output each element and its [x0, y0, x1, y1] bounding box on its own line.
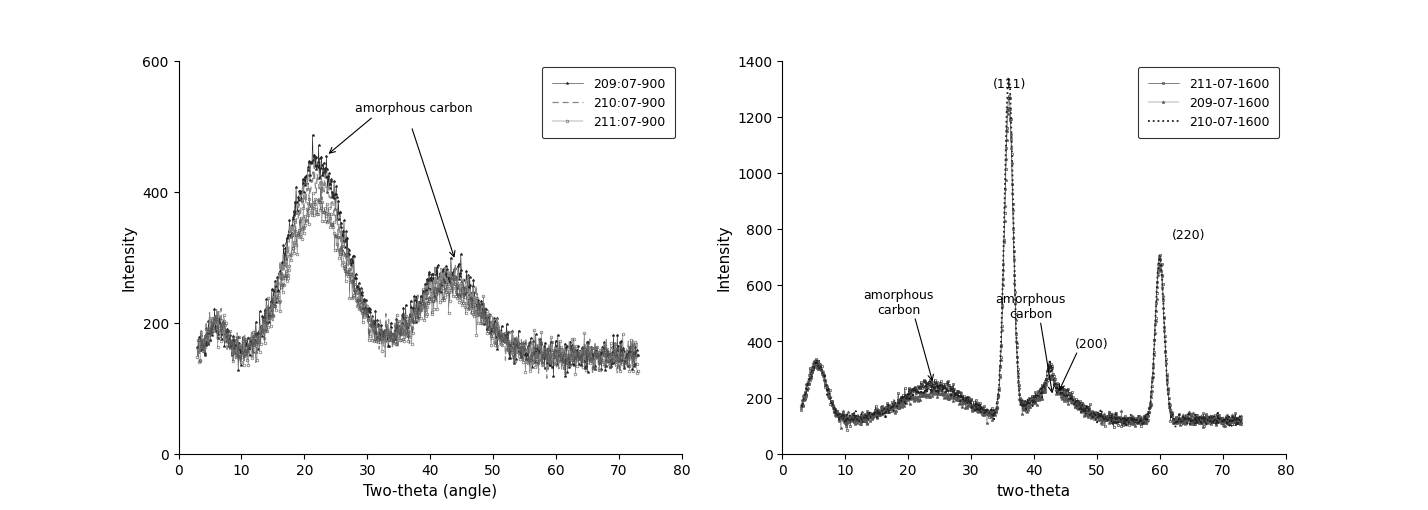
211-07-1600 [1061, 392, 1078, 398]
Text: amorphous carbon: amorphous carbon [354, 102, 473, 115]
Line: 210-07-1600: 210-07-1600 [801, 78, 1241, 428]
211:07-900 [628, 368, 645, 374]
209:07-900 [304, 132, 321, 138]
210-07-1600 [1172, 420, 1190, 426]
209:07-900 [216, 343, 233, 349]
210-07-1600 [1127, 418, 1144, 424]
X-axis label: Two-theta (angle): Two-theta (angle) [363, 483, 497, 498]
Line: 209-07-1600: 209-07-1600 [800, 108, 1242, 430]
211:07-900 [216, 319, 233, 325]
210:07-900 [216, 321, 233, 327]
210:07-900 [523, 339, 540, 345]
209-07-1600 [833, 425, 850, 431]
211-07-1600 [793, 407, 810, 414]
211:07-900 [188, 354, 206, 360]
211:07-900 [457, 304, 474, 311]
Y-axis label: Intensity: Intensity [121, 224, 137, 291]
Line: 209:07-900: 209:07-900 [196, 134, 640, 378]
209-07-1600 [1000, 106, 1017, 112]
211:07-900 [470, 303, 487, 309]
Legend: 211-07-1600, 209-07-1600, 210-07-1600: 211-07-1600, 209-07-1600, 210-07-1600 [1137, 67, 1279, 139]
209-07-1600 [1050, 390, 1067, 396]
211-07-1600 [1050, 388, 1067, 394]
209:07-900 [457, 286, 474, 292]
209-07-1600 [1232, 414, 1250, 420]
Line: 211-07-1600: 211-07-1600 [800, 95, 1242, 431]
210:07-900 [568, 355, 585, 362]
209:07-900 [628, 352, 645, 359]
211-07-1600 [820, 393, 837, 399]
211-07-1600 [1172, 416, 1190, 422]
211-07-1600 [1074, 407, 1091, 414]
Y-axis label: Intensity: Intensity [717, 224, 731, 291]
210:07-900 [538, 375, 555, 381]
210-07-1600 [1048, 388, 1065, 394]
211-07-1600 [838, 427, 855, 433]
Text: (200): (200) [1074, 338, 1108, 351]
211:07-900 [523, 352, 540, 358]
210:07-900 [470, 304, 487, 310]
Text: amorphous
carbon: amorphous carbon [864, 289, 934, 316]
209-07-1600 [820, 391, 837, 397]
210-07-1600 [1000, 74, 1017, 81]
209:07-900 [446, 273, 463, 279]
209-07-1600 [1172, 417, 1190, 423]
Legend: 209:07-900, 210:07-900, 211:07-900: 209:07-900, 210:07-900, 211:07-900 [541, 67, 675, 139]
209-07-1600 [793, 404, 810, 410]
210:07-900 [457, 286, 474, 292]
211:07-900 [567, 371, 584, 377]
210-07-1600 [1074, 402, 1091, 408]
210:07-900 [188, 346, 206, 352]
210-07-1600 [1060, 393, 1077, 399]
209:07-900 [523, 360, 540, 366]
211-07-1600 [1232, 416, 1250, 422]
211-07-1600 [1000, 94, 1017, 100]
209-07-1600 [1074, 401, 1091, 407]
210-07-1600 [820, 385, 837, 391]
Line: 211:07-900: 211:07-900 [196, 187, 638, 375]
209:07-900 [188, 344, 206, 350]
210-07-1600 [793, 402, 810, 408]
Line: 210:07-900: 210:07-900 [197, 161, 637, 378]
Text: amorphous
carbon: amorphous carbon [995, 293, 1065, 321]
211:07-900 [568, 353, 585, 359]
209:07-900 [470, 297, 487, 303]
210-07-1600 [1118, 425, 1135, 431]
210:07-900 [306, 158, 323, 164]
209:07-900 [544, 373, 561, 379]
210-07-1600 [1232, 421, 1250, 427]
211-07-1600 [1127, 418, 1144, 424]
Text: (220): (220) [1172, 229, 1205, 242]
209-07-1600 [1127, 416, 1144, 422]
210:07-900 [628, 344, 645, 350]
X-axis label: two-theta: two-theta [997, 483, 1071, 498]
Text: (111): (111) [992, 78, 1027, 91]
210:07-900 [446, 273, 463, 279]
211:07-900 [446, 276, 463, 283]
209:07-900 [568, 355, 585, 362]
209-07-1600 [1061, 395, 1078, 401]
211:07-900 [313, 186, 330, 192]
